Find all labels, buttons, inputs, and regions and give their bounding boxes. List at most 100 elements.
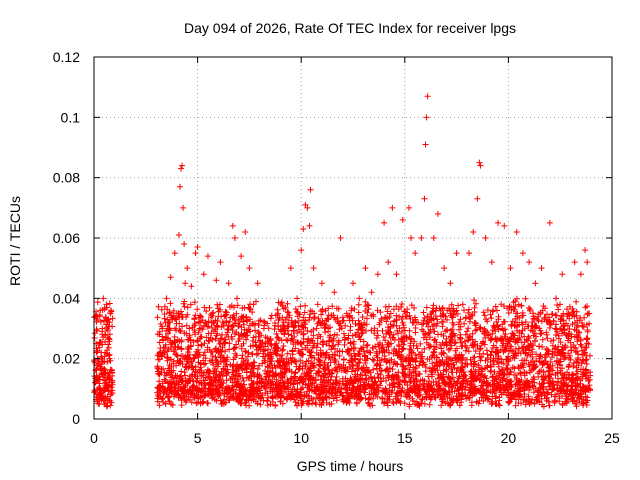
- roti-point: [155, 370, 162, 377]
- roti-point: [221, 340, 228, 347]
- roti-point: [356, 295, 363, 302]
- roti-point: [526, 259, 533, 266]
- roti-point: [559, 271, 566, 278]
- roti-point: [459, 301, 466, 308]
- roti-point: [260, 325, 267, 332]
- roti-point: [179, 162, 186, 169]
- roti-point: [488, 259, 495, 266]
- roti-point: [584, 259, 591, 266]
- roti-point: [188, 283, 195, 290]
- x-tick-label: 10: [293, 430, 309, 446]
- roti-point: [399, 216, 406, 223]
- roti-point: [106, 355, 113, 362]
- roti-point: [306, 222, 313, 229]
- roti-point: [157, 349, 164, 356]
- roti-point: [325, 325, 332, 332]
- roti-point: [385, 259, 392, 266]
- roti-point: [408, 235, 415, 241]
- x-tick-label: 5: [194, 430, 202, 446]
- roti-point: [225, 280, 232, 287]
- roti-point: [229, 222, 236, 229]
- roti-point: [421, 195, 428, 202]
- roti-point: [182, 280, 189, 287]
- x-tick-label: 25: [604, 430, 620, 446]
- x-axis-label: GPS time / hours: [297, 458, 404, 474]
- roti-point: [171, 250, 178, 257]
- roti-point: [159, 325, 166, 332]
- roti-point: [571, 259, 578, 266]
- x-tick-label: 20: [501, 430, 517, 446]
- roti-point: [180, 204, 187, 211]
- roti-point: [103, 301, 110, 308]
- roti-point: [331, 289, 338, 296]
- roti-point: [538, 265, 545, 272]
- roti-point: [281, 325, 288, 332]
- roti-point: [99, 325, 106, 332]
- roti-point: [294, 295, 301, 302]
- roti-point: [267, 355, 274, 362]
- roti-point: [186, 325, 193, 332]
- roti-point: [101, 370, 108, 377]
- roti-point: [173, 310, 180, 317]
- roti-point: [273, 340, 280, 347]
- roti-point: [242, 228, 249, 235]
- x-tick-label: 15: [397, 430, 413, 446]
- roti-point: [343, 310, 350, 317]
- roti-point: [107, 310, 114, 317]
- roti-point: [381, 219, 388, 226]
- roti-point: [337, 235, 344, 241]
- roti-point: [434, 210, 441, 217]
- roti-point: [287, 265, 294, 272]
- roti-point: [194, 244, 201, 251]
- roti-point: [586, 310, 593, 317]
- roti-point: [318, 280, 325, 287]
- roti-point: [423, 114, 430, 121]
- roti-point: [254, 280, 261, 287]
- roti-point: [169, 340, 176, 347]
- roti-point: [165, 319, 172, 326]
- roti-point: [300, 225, 307, 232]
- roti-point: [482, 235, 489, 241]
- y-tick-label: 0.04: [53, 290, 80, 306]
- roti-point: [424, 93, 431, 100]
- roti-point: [495, 219, 502, 226]
- roti-point: [553, 295, 560, 302]
- roti-point: [163, 295, 170, 302]
- y-tick-label: 0: [72, 411, 80, 427]
- roti-point: [250, 301, 257, 308]
- grid-lines: [94, 57, 612, 419]
- chart-title: Day 094 of 2026, Rate Of TEC Index for r…: [184, 20, 516, 36]
- roti-point: [405, 204, 412, 211]
- roti-point: [501, 222, 508, 229]
- roti-point: [192, 250, 199, 257]
- roti-point: [98, 349, 105, 356]
- roti-point: [307, 186, 314, 193]
- roti-point: [95, 391, 102, 398]
- y-tick-label: 0.06: [53, 230, 80, 246]
- roti-point: [175, 231, 182, 238]
- roti-point: [507, 265, 514, 272]
- roti-point: [108, 379, 115, 386]
- roti-point: [350, 280, 356, 287]
- roti-point: [105, 316, 112, 323]
- roti-point: [447, 280, 454, 287]
- roti-point: [161, 385, 168, 392]
- roti-point: [233, 295, 240, 302]
- roti-point: [368, 289, 375, 296]
- roti-point: [302, 201, 309, 208]
- roti-point: [453, 250, 460, 257]
- roti-point: [477, 162, 484, 169]
- roti-point: [100, 295, 107, 302]
- roti-point: [577, 271, 584, 278]
- roti-point: [393, 271, 400, 278]
- roti-point: [217, 259, 224, 266]
- roti-point: [246, 265, 253, 272]
- roti-point: [102, 331, 109, 338]
- roti-point: [418, 235, 425, 241]
- roti-point: [422, 141, 429, 148]
- x-axis-ticks: 0 5 10 15 20 25: [90, 57, 620, 446]
- y-tick-label: 0.1: [61, 109, 81, 125]
- roti-point: [412, 250, 419, 257]
- roti-point: [209, 310, 216, 317]
- y-axis-ticks: 0 0.02 0.04 0.06 0.08 0.1 0.12: [53, 49, 612, 427]
